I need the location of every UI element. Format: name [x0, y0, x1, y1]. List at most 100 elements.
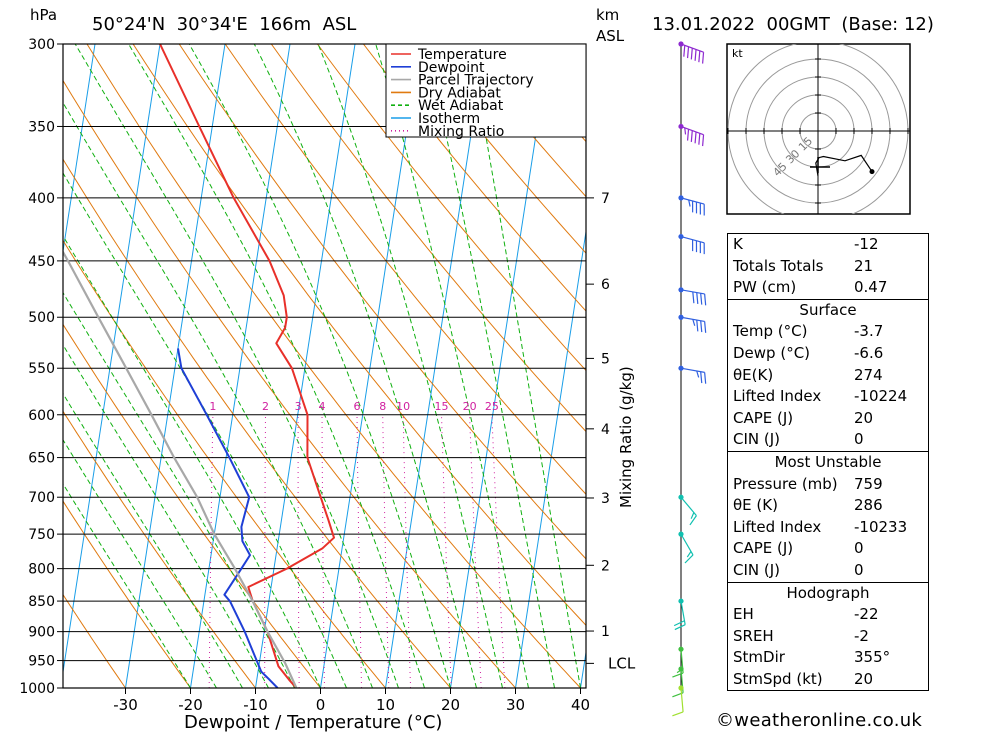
wind-barb-flag [686, 551, 692, 558]
height-axis: 7 6 5 4 3 2 1 [586, 191, 610, 664]
temperature-axis: -30 -20 -10 0 10 20 30 40 [113, 688, 590, 714]
mixing-ratio-label: 6 [353, 400, 360, 413]
most-unstable-stat-value: 0 [854, 539, 864, 558]
wind-barb-flag [690, 48, 693, 60]
pressure-tick-label: 700 [28, 490, 55, 506]
temperature-tick-label: 40 [571, 696, 590, 714]
wind-barb-flag [672, 711, 684, 717]
temperature-tick-label: 10 [376, 696, 395, 714]
stat-totals: Totals Totals 21 [728, 256, 928, 278]
mixing-ratio-axis-label: Mixing Ratio (g/kg) [617, 366, 635, 508]
mixing-ratio-label: 15 [435, 400, 449, 413]
most-unstable-section: Pressure (mb) 759 θE (K) 286 Lifted Index -10… [728, 474, 928, 582]
surface-stat-label: Temp (°C) [733, 322, 808, 341]
wind-level-dot [678, 494, 684, 500]
isotherm-line [580, 649, 586, 688]
pressure-tick-label: 750 [28, 527, 55, 543]
wind-barb-flag [700, 371, 703, 384]
pressure-tick-label: 900 [28, 625, 55, 641]
wind-barb-flag [686, 129, 690, 141]
wet-adiabat-line [375, 44, 529, 688]
wind-barb-flag [696, 370, 700, 378]
surface-stat-value: -3.7 [854, 322, 884, 341]
pressure-tick-label: 300 [28, 37, 55, 53]
surface-stat-value: -6.6 [854, 343, 884, 362]
mixing-ratio-label: 25 [485, 400, 499, 413]
wind-level-dot [678, 123, 684, 130]
mixing-ratio-line [441, 414, 452, 688]
dry-adiabat-line [63, 500, 191, 688]
wind-barb-flag [688, 199, 691, 207]
pressure-tick-label: 600 [28, 408, 55, 424]
wind-level-dot [678, 598, 684, 604]
most-unstable-stat-row: Pressure (mb) 759 [728, 474, 928, 496]
stat-k-label: K [733, 235, 743, 253]
stat-pw-label: PW (cm) [733, 278, 797, 297]
most-unstable-stat-value: 759 [854, 474, 883, 493]
wind-level-dot [678, 531, 684, 537]
height-ref: ASL [596, 27, 625, 45]
hodograph-end-dot [869, 169, 875, 175]
dry-adiabat-line [86, 44, 581, 688]
dry-adiabat-line [63, 239, 386, 688]
stats-panel: K -12 Totals Totals 21 PW (cm) 0.47 Surface… [727, 233, 929, 692]
stat-pw: PW (cm) 0.47 [728, 277, 928, 299]
height-tick-label: 2 [601, 558, 610, 574]
plot-frame [62, 43, 587, 689]
hodograph-stat-value: -22 [854, 605, 879, 624]
hodograph-stat-row: EH -22 [728, 604, 928, 626]
wind-barb-flag [704, 321, 707, 333]
surface-stat-label: Dewp (°C) [733, 343, 811, 362]
wind-level-dot [678, 233, 684, 240]
dry-adiabat-line [178, 44, 586, 560]
wind-level-dot [678, 314, 684, 320]
stat-k: K -12 [728, 234, 928, 256]
isotherm-line [125, 44, 226, 688]
wind-barb-flag [689, 515, 697, 526]
wind-barb-flag [698, 133, 701, 145]
mixing-ratio-line [356, 414, 363, 688]
dewpoint-line [177, 348, 279, 688]
temperature-tick-label: 0 [316, 696, 326, 714]
surface-stat-label: Lifted Index [733, 387, 822, 406]
most-unstable-stat-value: -10233 [854, 517, 908, 536]
surface-stat-row: θE(K) 274 [728, 365, 928, 387]
hodograph-stat-label: StmSpd (kt) [733, 669, 823, 688]
most-unstable-stat-label: Pressure (mb) [733, 474, 838, 493]
wind-level-dot [678, 287, 684, 293]
wind-level-dot [678, 195, 684, 201]
wet-adiabat-line [468, 44, 581, 688]
wind-barb-flag [702, 134, 705, 147]
isotherm-line [385, 44, 486, 688]
surface-stat-row: CIN (J) 0 [728, 429, 928, 451]
wind-barb-flag [694, 131, 697, 144]
wind-barb-flag [700, 320, 703, 333]
height-tick-label: 7 [601, 191, 610, 207]
hodograph-unit: kt [732, 47, 743, 60]
pressure-tick-label: 500 [28, 310, 55, 326]
dry-adiabat-line [63, 79, 516, 688]
pressure-tick-label: 400 [28, 191, 55, 207]
mixing-ratio-line [208, 414, 214, 688]
legend-label: Wet Adiabat [418, 98, 504, 114]
pressure-tick-label: 650 [28, 451, 55, 467]
surface-stat-value: 20 [854, 408, 874, 427]
wind-barb-flag [694, 49, 697, 61]
mixing-ratio-label: 1 [209, 400, 216, 413]
wind-barb-flag [683, 45, 686, 57]
isotherm-line [63, 44, 96, 255]
legend-label: Parcel Trajectory [418, 73, 534, 89]
dry-adiabat-line [363, 44, 586, 312]
temperature-tick-label: -30 [113, 696, 138, 714]
hodograph-stat-value: -2 [854, 626, 869, 645]
wind-barb-flag [704, 293, 707, 306]
most-unstable-heading: Most Unstable [728, 450, 928, 474]
wind-barb-flag [698, 50, 701, 63]
legend-box [385, 43, 587, 138]
most-unstable-stat-row: θE (K) 286 [728, 495, 928, 517]
surface-stat-value: 274 [854, 365, 883, 384]
wind-profile [672, 41, 707, 717]
wind-level-dot [678, 666, 684, 672]
wind-barb-flag [684, 127, 687, 135]
